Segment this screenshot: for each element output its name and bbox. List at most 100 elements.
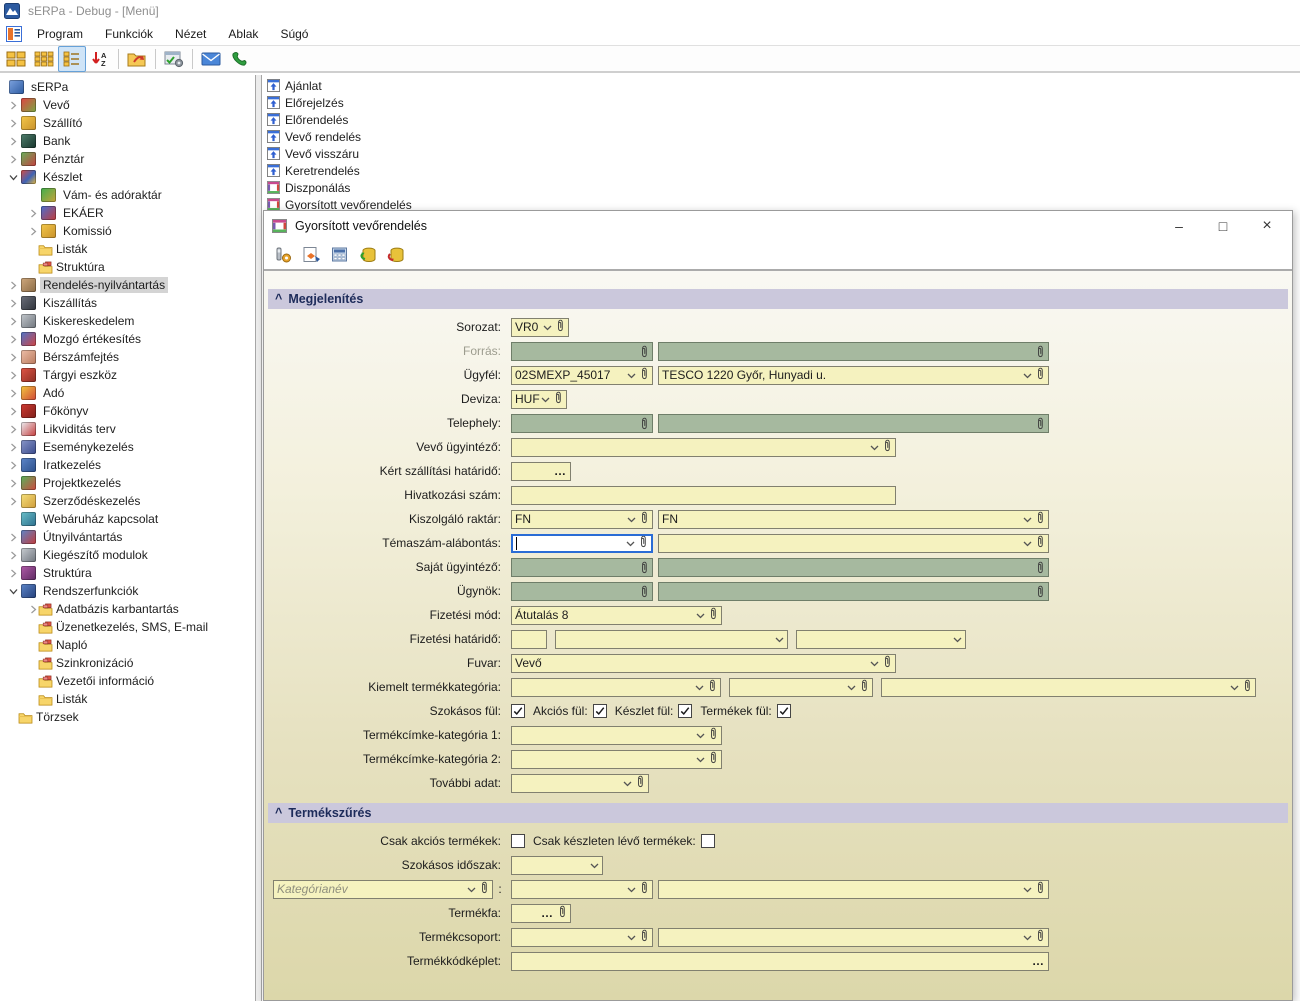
paperclip-icon[interactable] bbox=[1036, 561, 1045, 574]
view-large-icons-button[interactable] bbox=[2, 46, 30, 72]
list-item-vevo-rendeles[interactable]: Vevő rendelés bbox=[262, 128, 1300, 145]
dropdown-arrow-icon[interactable] bbox=[870, 656, 879, 670]
tree-expander-closed-icon[interactable] bbox=[28, 226, 38, 236]
paperclip-icon[interactable] bbox=[860, 679, 869, 695]
phone-button[interactable] bbox=[225, 46, 253, 72]
tree-item-szinkronizacio[interactable]: Szinkronizáció bbox=[0, 654, 255, 672]
tree-expander-closed-icon[interactable] bbox=[8, 370, 18, 380]
szokasos-ful-checkbox-0[interactable] bbox=[511, 704, 525, 718]
ellipsis-button[interactable]: … bbox=[541, 906, 554, 920]
ugyfel-combo-1[interactable]: TESCO 1220 Győr, Hunyadi u. bbox=[658, 365, 1049, 385]
tree-item-kiskereskedelem[interactable]: Kiskereskedelem bbox=[0, 312, 255, 330]
dropdown-arrow-icon[interactable] bbox=[1023, 882, 1032, 896]
temaszam-alabontas-combo-1[interactable] bbox=[658, 533, 1049, 553]
tree-expander-closed-icon[interactable] bbox=[8, 406, 18, 416]
fizetesi-hatarido-combo-2[interactable] bbox=[796, 629, 966, 649]
menu-item-sugo[interactable]: Súgó bbox=[280, 26, 309, 41]
menu-item-ablak[interactable]: Ablak bbox=[228, 26, 259, 41]
tree-item-esemenykezeles[interactable]: Eseménykezelés bbox=[0, 438, 255, 456]
hivatkozasi-szam-field-0[interactable] bbox=[511, 485, 896, 505]
tree-expander-closed-icon[interactable] bbox=[8, 100, 18, 110]
edit-design-button[interactable] bbox=[298, 242, 326, 268]
tree-item-struktura[interactable]: Struktúra bbox=[0, 258, 255, 276]
tree-expander-closed-icon[interactable] bbox=[8, 118, 18, 128]
telephely-field-0[interactable] bbox=[511, 413, 653, 433]
tovabbi-adat-combo-0[interactable] bbox=[511, 773, 649, 793]
dropdown-arrow-icon[interactable] bbox=[627, 368, 636, 382]
menu-item-program[interactable]: Program bbox=[37, 26, 84, 41]
paperclip-icon[interactable] bbox=[1036, 367, 1045, 383]
ellipsis-button[interactable]: … bbox=[1032, 954, 1045, 968]
termekkodkeplet-field-0[interactable]: … bbox=[511, 951, 1049, 971]
paperclip-icon[interactable] bbox=[1036, 417, 1045, 430]
kiemelt-termekkategoria-combo-0[interactable] bbox=[511, 677, 721, 697]
paperclip-icon[interactable] bbox=[1036, 345, 1045, 358]
tree-item-szerzodeskezeles[interactable]: Szerződéskezelés bbox=[0, 492, 255, 510]
kiemelt-termekkategoria-combo-2[interactable] bbox=[881, 677, 1256, 697]
ugynok-field-0[interactable] bbox=[511, 581, 653, 601]
dropdown-arrow-icon[interactable] bbox=[627, 882, 636, 896]
tree-expander-closed-icon[interactable] bbox=[8, 298, 18, 308]
list-item-elorendeles[interactable]: Előrendelés bbox=[262, 111, 1300, 128]
tree-item-vezetoi-informacio[interactable]: Vezetői információ bbox=[0, 672, 255, 690]
tree-expander-closed-icon[interactable] bbox=[8, 154, 18, 164]
paperclip-icon[interactable] bbox=[1036, 585, 1045, 598]
kiszolgalo-raktar-combo-0[interactable]: FN bbox=[511, 509, 653, 529]
termekcimke-kategoria-1-combo-0[interactable] bbox=[511, 725, 722, 745]
termekfa-field-0[interactable]: … bbox=[511, 903, 571, 923]
kert-szallitasi-hatarido-field-0[interactable]: … bbox=[511, 461, 571, 481]
tree-expander-open-icon[interactable] bbox=[8, 586, 18, 596]
list-item-gyorsitott-vevorendeles[interactable]: Gyorsított vevőrendelés bbox=[262, 196, 1300, 213]
dropdown-arrow-icon[interactable] bbox=[696, 608, 705, 622]
dropdown-arrow-icon[interactable] bbox=[623, 776, 632, 790]
list-item-vevo-visszaru[interactable]: Vevő visszáru bbox=[262, 145, 1300, 162]
tree-expander-closed-icon[interactable] bbox=[8, 550, 18, 560]
tree-item-targyi-eszkoz[interactable]: Tárgyi eszköz bbox=[0, 366, 255, 384]
szokasos-ful-checkbox-4[interactable] bbox=[678, 704, 693, 718]
forras-field-1[interactable] bbox=[658, 341, 1049, 361]
tree-item-komissio[interactable]: Komissió bbox=[0, 222, 255, 240]
sorozat-combo-0[interactable]: VR0 bbox=[511, 317, 569, 337]
section-header-termekszures[interactable]: ^ Termékszűrés bbox=[268, 803, 1288, 823]
settings-button[interactable] bbox=[160, 46, 188, 72]
csak-akcios-termekek-checkbox-0[interactable] bbox=[511, 834, 525, 848]
dropdown-arrow-icon[interactable] bbox=[1023, 512, 1032, 526]
paperclip-icon[interactable] bbox=[640, 585, 649, 598]
dropdown-arrow-icon[interactable] bbox=[1023, 930, 1032, 944]
dropdown-arrow-icon[interactable] bbox=[1023, 536, 1032, 550]
paperclip-icon[interactable] bbox=[640, 345, 649, 358]
tree-item-penztar[interactable]: Pénztár bbox=[0, 150, 255, 168]
dropdown-arrow-icon[interactable] bbox=[467, 882, 476, 896]
ugynok-field-1[interactable] bbox=[658, 581, 1049, 601]
dropdown-arrow-icon[interactable] bbox=[626, 536, 635, 550]
mail-button[interactable] bbox=[197, 46, 225, 72]
paperclip-icon[interactable] bbox=[636, 775, 645, 791]
tree-expander-closed-icon[interactable] bbox=[8, 478, 18, 488]
dropdown-arrow-icon[interactable] bbox=[696, 752, 705, 766]
tree-expander-closed-icon[interactable] bbox=[28, 208, 38, 218]
paperclip-icon[interactable] bbox=[640, 367, 649, 383]
fuvar-combo-0[interactable]: Vevő bbox=[511, 653, 896, 673]
tree-item-iratkezeles[interactable]: Iratkezelés bbox=[0, 456, 255, 474]
paperclip-icon[interactable] bbox=[883, 655, 892, 671]
tree-expander-closed-icon[interactable] bbox=[8, 532, 18, 542]
tree-item-keszlet[interactable]: Készlet bbox=[0, 168, 255, 186]
szokasos-ful-checkbox-6[interactable] bbox=[776, 704, 791, 718]
dropdown-arrow-icon[interactable] bbox=[953, 632, 962, 646]
paperclip-icon[interactable] bbox=[709, 727, 718, 743]
tree-expander-closed-icon[interactable] bbox=[8, 388, 18, 398]
grid-view-button[interactable] bbox=[326, 242, 354, 268]
tree-item-serpa[interactable]: sERPa bbox=[0, 78, 255, 96]
tree-item-szallito[interactable]: Szállító bbox=[0, 114, 255, 132]
list-item-keretrendeles[interactable]: Keretrendelés bbox=[262, 162, 1300, 179]
tree-expander-closed-icon[interactable] bbox=[8, 424, 18, 434]
tree-expander-open-icon[interactable] bbox=[8, 172, 18, 182]
data-load-button[interactable] bbox=[354, 242, 382, 268]
tree-item-projektkezeles[interactable]: Projektkezelés bbox=[0, 474, 255, 492]
termekcimke-kategoria-2-combo-0[interactable] bbox=[511, 749, 722, 769]
fizetesi-hatarido-combo-1[interactable] bbox=[555, 629, 788, 649]
tree-item-kiegeszito-modulok[interactable]: Kiegészítő modulok bbox=[0, 546, 255, 564]
dropdown-arrow-icon[interactable] bbox=[775, 632, 784, 646]
open-folder-button[interactable] bbox=[123, 46, 151, 72]
